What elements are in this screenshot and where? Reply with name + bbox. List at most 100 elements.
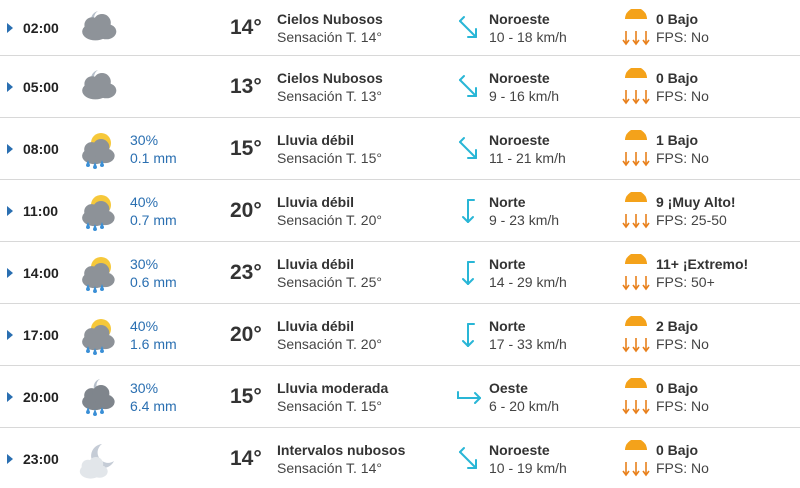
uv-index: 0 Bajo FPS: No [656,379,709,415]
northwest-wind-arrow-icon [454,72,484,102]
temperature: 13° [230,74,262,98]
precipitation-probability: 30% [130,255,159,272]
condition: Cielos Nubosos Sensación T. 13° [277,69,383,105]
wind-speed: 10 - 19 km/h [489,460,567,476]
expand-arrow-icon[interactable] [7,81,13,92]
feels-like: Sensación T. 15° [277,149,382,166]
sun-protection-factor: FPS: 50+ [656,273,715,290]
condition: Cielos Nubosos Sensación T. 14° [277,10,383,46]
expand-arrow-icon[interactable] [7,205,13,216]
condition: Lluvia débil Sensación T. 20° [277,193,382,229]
expand-arrow-icon[interactable] [7,391,13,402]
expand-arrow-icon[interactable] [7,454,13,464]
uv-index: 1 Bajo FPS: No [656,131,709,167]
forecast-row[interactable]: 05:00 13° Cielos Nubosos Sensación T. 13… [0,56,800,118]
uv-sun-icon [621,314,651,354]
condition-text: Cielos Nubosos [277,69,383,86]
sun-cloud-rain-icon [76,191,120,231]
uv-sun-icon [621,66,651,106]
uv-level: 1 Bajo [656,131,699,148]
feels-like: Sensación T. 25° [277,273,382,290]
condition: Lluvia débil Sensación T. 25° [277,255,382,291]
uv-level: 0 Bajo [656,10,699,27]
precipitation: 40% 1.6 mm [130,317,177,353]
cloudy-night-icon [76,67,120,107]
precipitation-probability: 30% [130,131,159,148]
forecast-row[interactable]: 11:00 40% 0.7 mm 20° Lluvia débil Sensac… [0,180,800,242]
row-hour: 05:00 [23,78,59,95]
feels-like: Sensación T. 14° [277,460,382,476]
row-hour: 17:00 [23,326,59,343]
temperature: 20° [230,198,262,222]
row-hour: 23:00 [23,451,59,467]
precipitation-probability: 40% [130,317,159,334]
forecast-row[interactable]: 17:00 40% 1.6 mm 20° Lluvia débil Sensac… [0,304,800,366]
expand-arrow-icon[interactable] [7,267,13,278]
moon-cloud-icon [76,439,120,479]
expand-arrow-icon[interactable] [7,143,13,154]
temperature: 14° [230,15,262,39]
forecast-row[interactable]: 08:00 30% 0.1 mm 15° Lluvia débil Sensac… [0,118,800,180]
temperature: 23° [230,260,262,284]
wind: Noroeste 10 - 19 km/h [489,441,567,477]
temperature: 20° [230,322,262,346]
precipitation: 40% 0.7 mm [130,193,177,229]
wind-speed: 10 - 18 km/h [489,28,567,45]
uv-level: 0 Bajo [656,442,699,458]
wind-direction: Norte [489,193,526,210]
wind: Noroeste 9 - 16 km/h [489,69,559,105]
forecast-row[interactable]: 20:00 30% 6.4 mm 15° Lluvia moderada Sen… [0,366,800,428]
uv-sun-icon [621,439,651,478]
expand-arrow-icon[interactable] [7,329,13,340]
feels-like: Sensación T. 20° [277,335,382,352]
precipitation-amount: 0.1 mm [130,149,177,166]
north-wind-arrow-icon [454,258,484,288]
row-hour: 14:00 [23,264,59,281]
feels-like: Sensación T. 20° [277,211,382,228]
wind-speed: 11 - 21 km/h [489,149,566,166]
precipitation: 30% 6.4 mm [130,379,177,415]
wind-direction: Norte [489,317,526,334]
precipitation-amount: 0.6 mm [130,273,177,290]
forecast-row[interactable]: 23:00 14° Intervalos nubosos Sensación T… [0,428,800,488]
condition-text: Lluvia moderada [277,379,389,396]
sun-cloud-rain-icon [76,129,120,169]
cloudy-night-icon [76,8,120,48]
feels-like: Sensación T. 13° [277,87,382,104]
condition-text: Lluvia débil [277,317,355,334]
north-wind-arrow-icon [454,320,484,350]
wind-direction: Noroeste [489,10,550,27]
wind-direction: Norte [489,255,526,272]
forecast-row[interactable]: 14:00 30% 0.6 mm 23° Lluvia débil Sensac… [0,242,800,304]
wind: Norte 9 - 23 km/h [489,193,559,229]
sun-protection-factor: FPS: No [656,335,709,352]
uv-level: 11+ ¡Extremo! [656,255,749,272]
wind-speed: 9 - 16 km/h [489,87,560,104]
sun-protection-factor: FPS: No [656,149,709,166]
condition-text: Lluvia débil [277,131,355,148]
row-hour: 20:00 [23,388,59,405]
uv-index: 0 Bajo FPS: No [656,10,709,46]
condition-text: Lluvia débil [277,193,355,210]
precipitation: 30% 0.6 mm [130,255,177,291]
uv-sun-icon [621,128,651,168]
wind: Norte 14 - 29 km/h [489,255,567,291]
uv-level: 0 Bajo [656,379,699,396]
condition-text: Intervalos nubosos [277,442,406,458]
precipitation-amount: 6.4 mm [130,397,177,414]
temperature: 15° [230,136,262,160]
precipitation-probability: 40% [130,193,159,210]
wind: Norte 17 - 33 km/h [489,317,567,353]
uv-index: 9 ¡Muy Alto! FPS: 25-50 [656,193,736,229]
northwest-wind-arrow-icon [454,13,484,43]
condition: Lluvia débil Sensación T. 20° [277,317,382,353]
wind: Oeste 6 - 20 km/h [489,379,559,415]
sun-cloud-rain-icon [76,253,120,293]
sun-protection-factor: FPS: No [656,460,709,476]
wind-speed: 6 - 20 km/h [489,397,560,414]
forecast-row[interactable]: 02:00 14° Cielos Nubosos Sensación T. 14… [0,0,800,56]
expand-arrow-icon[interactable] [7,22,13,33]
condition: Lluvia débil Sensación T. 15° [277,131,382,167]
wind-speed: 9 - 23 km/h [489,211,560,228]
sun-cloud-rain-icon [76,315,120,355]
